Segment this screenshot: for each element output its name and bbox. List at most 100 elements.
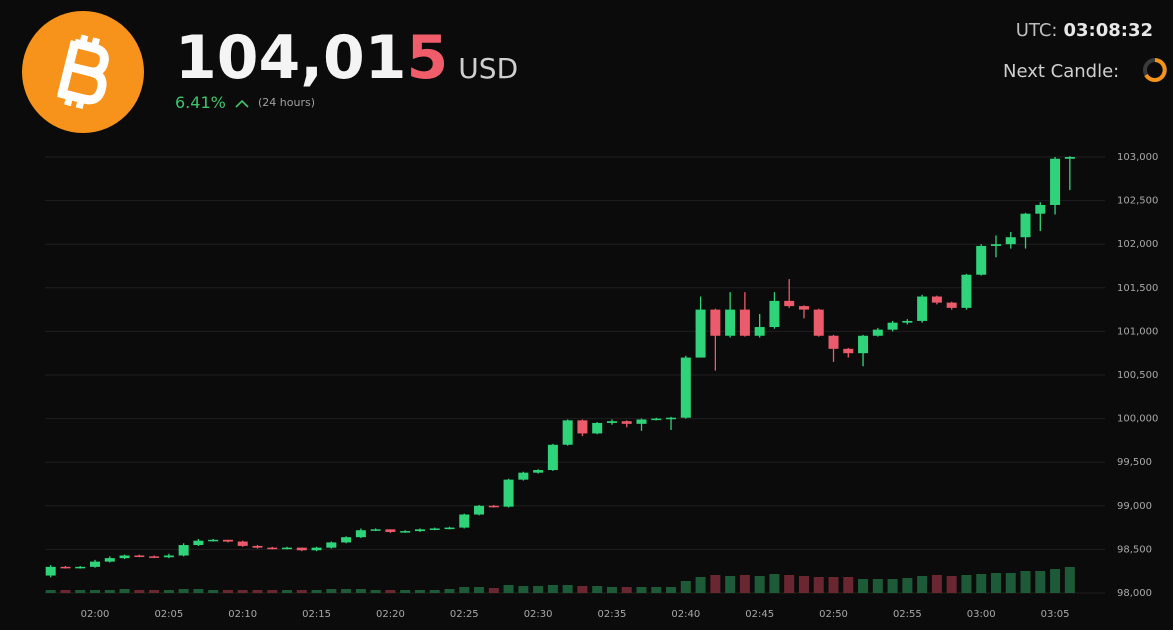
volume-bar (296, 590, 307, 593)
change: 6.41% (175, 93, 226, 112)
volume-bar (547, 585, 558, 593)
volume-bar (990, 573, 1001, 593)
volume-bar (326, 589, 337, 593)
candle-body (385, 529, 396, 532)
x-tick-label: 02:50 (819, 609, 848, 620)
volume-bar (769, 574, 780, 593)
candle-body (1064, 157, 1075, 159)
candle-body (931, 296, 942, 303)
candle-body (990, 244, 1001, 246)
volume-bar (976, 574, 987, 593)
volume-bar (577, 586, 588, 593)
candle-body (562, 420, 573, 445)
candle-body (341, 537, 352, 543)
x-tick-label: 02:45 (745, 609, 774, 620)
y-tick-label: 102,000 (1117, 239, 1158, 250)
candle-body (163, 555, 174, 558)
volume-bar (651, 587, 662, 593)
volume-bar (1064, 567, 1075, 593)
volume-bar (119, 589, 130, 593)
candle-body (252, 545, 263, 548)
volume-bar (474, 587, 485, 593)
volume-bar (459, 587, 470, 593)
x-tick-label: 02:35 (598, 609, 627, 620)
volume-bar (311, 590, 322, 593)
volume-bar (739, 575, 750, 593)
volume-bar (621, 587, 632, 593)
candle-body (119, 555, 130, 559)
volume-bar (370, 590, 381, 593)
volume-bar (887, 579, 898, 593)
candle-body (45, 566, 56, 576)
candle-body (311, 547, 322, 551)
candle-body (237, 541, 248, 546)
x-tick-label: 02:25 (450, 609, 479, 620)
volume-bar (518, 586, 529, 593)
candle-body (459, 514, 470, 528)
candle-body (636, 419, 647, 424)
volume-bar (798, 576, 809, 593)
x-tick-label: 02:05 (154, 609, 183, 620)
change-period: (24 hours) (258, 96, 315, 109)
candle-body (134, 555, 145, 558)
candle-body (90, 561, 101, 567)
x-tick-label: 02:15 (302, 609, 331, 620)
candle-body (60, 566, 71, 569)
candle-body (1035, 204, 1046, 214)
candle-body (75, 566, 86, 569)
volume-bar (429, 590, 440, 593)
countdown-ring (1144, 58, 1167, 82)
y-tick-label: 101,500 (1117, 283, 1158, 294)
volume-bar (828, 577, 839, 593)
plot: 98,000 98,500 99,000 99,500 100,000 100,500 10… (45, 152, 1158, 620)
volume-bar (1050, 569, 1061, 593)
candle-body (680, 357, 691, 418)
candle-body (149, 556, 160, 558)
candle-body (400, 531, 411, 533)
candle-body (710, 309, 721, 336)
y-tick-label: 98,000 (1117, 588, 1152, 599)
x-tick-label: 02:10 (228, 609, 257, 620)
y-tick-label: 99,000 (1117, 501, 1152, 512)
volume-bar (872, 579, 883, 593)
x-tick-label: 02:00 (81, 609, 110, 620)
x-tick-label: 02:40 (671, 609, 700, 620)
candle-body (1020, 213, 1031, 238)
volume-bar (208, 590, 219, 593)
volume-bar (282, 590, 293, 593)
candle-body (666, 417, 677, 420)
x-tick-label: 03:05 (1041, 609, 1070, 620)
candle-body (858, 335, 869, 354)
volume-bar (666, 587, 677, 593)
candle-body (208, 539, 219, 542)
utc-label: UTC: (1016, 20, 1058, 41)
volume-bar (90, 590, 101, 593)
candle-body (651, 418, 662, 421)
price-last: 5 (407, 23, 449, 93)
volume-bar (60, 590, 71, 593)
candle-body (488, 505, 499, 508)
volume-bar (488, 588, 499, 593)
candle-body (444, 527, 455, 530)
candle-body (592, 422, 603, 434)
candle-body (769, 300, 780, 328)
volume-bar (636, 587, 647, 593)
volume-bar (45, 590, 56, 593)
candle-body (222, 539, 233, 542)
volume-bar (946, 576, 957, 593)
volume-bar (725, 576, 736, 593)
y-tick-label: 99,500 (1117, 457, 1152, 468)
logo-glyph (57, 34, 109, 109)
volume-bar (1020, 571, 1031, 593)
candle-body (1005, 237, 1016, 245)
candle-body (798, 306, 809, 310)
volume-bar (754, 576, 765, 593)
candle-body (370, 529, 381, 531)
volume-bar (813, 577, 824, 593)
volume-bar (104, 590, 115, 593)
y-tick-label: 98,500 (1117, 544, 1152, 555)
volume-bar (695, 577, 706, 593)
candle-body (533, 470, 544, 473)
volume-bar (222, 590, 233, 593)
